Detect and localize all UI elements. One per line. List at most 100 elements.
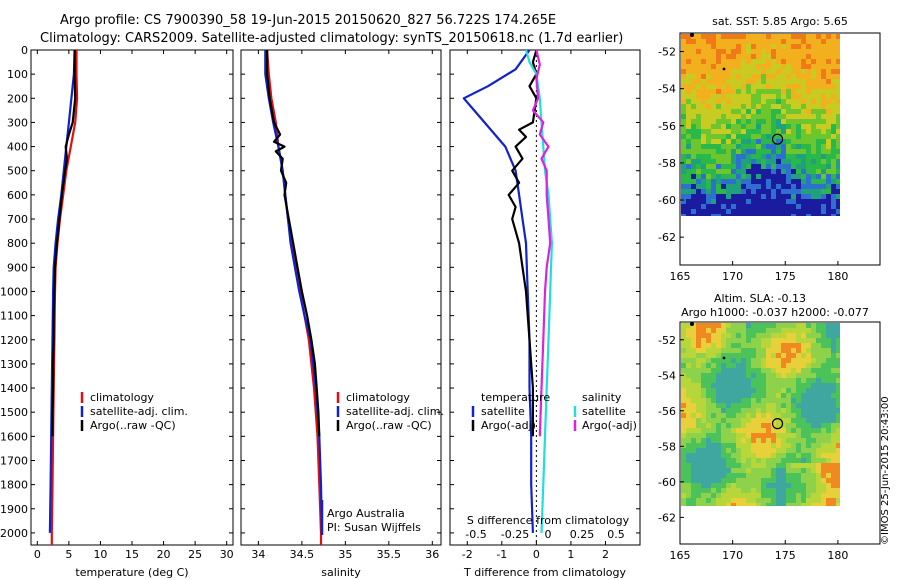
map-cell xyxy=(806,194,811,199)
map-cell xyxy=(831,438,836,443)
map-cell xyxy=(761,438,766,443)
map-cell xyxy=(811,99,816,104)
map-cell xyxy=(811,368,816,373)
map-cell xyxy=(741,154,746,159)
map-cell xyxy=(761,199,766,204)
map-cell xyxy=(701,124,706,129)
map-cell xyxy=(826,498,831,503)
map-cell xyxy=(706,328,711,333)
map-cell xyxy=(761,54,766,59)
map-cell xyxy=(686,119,691,124)
map-cell xyxy=(681,89,686,94)
map-cell xyxy=(691,109,696,114)
map-cell xyxy=(706,134,711,139)
map-cell xyxy=(701,503,706,506)
map-cell xyxy=(801,94,806,99)
map-cell xyxy=(751,44,756,49)
map-cell xyxy=(801,398,806,403)
map-cell xyxy=(836,483,840,488)
map-cell xyxy=(706,214,711,216)
map-cell xyxy=(706,179,711,184)
map-cell xyxy=(726,423,731,428)
map-cell xyxy=(711,169,716,174)
map-cell xyxy=(751,323,756,328)
map-cell xyxy=(836,44,840,49)
map-cell xyxy=(801,458,806,463)
map-cell xyxy=(691,69,696,74)
map-cell xyxy=(751,169,756,174)
map-cell xyxy=(711,428,716,433)
map-cell xyxy=(771,503,776,506)
map-cell xyxy=(761,169,766,174)
map-cell xyxy=(711,333,716,338)
map-cell xyxy=(816,114,821,119)
map-cell xyxy=(801,79,806,84)
map-cell xyxy=(766,114,771,119)
map-cell xyxy=(766,79,771,84)
map-cell xyxy=(816,408,821,413)
map-cell xyxy=(826,363,831,368)
map-cell xyxy=(766,194,771,199)
map-cell xyxy=(826,144,831,149)
map-cell xyxy=(801,358,806,363)
map-cell xyxy=(801,403,806,408)
map-cell xyxy=(681,398,686,403)
map-cell xyxy=(741,124,746,129)
map-cell xyxy=(746,438,751,443)
map-cell xyxy=(696,368,701,373)
map-cell xyxy=(731,478,736,483)
map-cell xyxy=(686,493,691,498)
map-cell xyxy=(746,119,751,124)
map-cell xyxy=(741,189,746,194)
map-cell xyxy=(766,129,771,134)
map-cell xyxy=(696,144,701,149)
map-cell xyxy=(836,204,840,209)
map-cell xyxy=(686,114,691,119)
map-cell xyxy=(781,54,786,59)
map-cell xyxy=(731,363,736,368)
map-cell xyxy=(791,348,796,353)
map-cell xyxy=(751,503,756,506)
map-cell xyxy=(776,144,781,149)
map-cell xyxy=(826,164,831,169)
map-cell xyxy=(791,363,796,368)
legend-t-label: temperature xyxy=(481,391,550,404)
map-cell xyxy=(711,408,716,413)
map-cell xyxy=(706,398,711,403)
map-cell xyxy=(796,84,801,89)
map-cell xyxy=(781,483,786,488)
map-cell xyxy=(696,109,701,114)
map-cell xyxy=(681,323,686,328)
map-y-tick-label: -52 xyxy=(658,334,676,347)
map-cell xyxy=(781,488,786,493)
map-cell xyxy=(736,398,741,403)
map-cell xyxy=(686,164,691,169)
map-cell xyxy=(696,378,701,383)
map-cell xyxy=(731,109,736,114)
y-tick-label: 1400 xyxy=(0,382,28,395)
map-cell xyxy=(711,393,716,398)
map-cell xyxy=(701,388,706,393)
map-cell xyxy=(796,468,801,473)
map-cell xyxy=(731,44,736,49)
map-cell xyxy=(776,34,781,39)
map-cell xyxy=(771,478,776,483)
map-cell xyxy=(836,353,840,358)
map-cell xyxy=(816,353,821,358)
map-cell xyxy=(781,333,786,338)
map-cell xyxy=(811,184,816,189)
map-cell xyxy=(821,443,826,448)
map-cell xyxy=(696,84,701,89)
map-cell xyxy=(741,44,746,49)
map-cell xyxy=(836,189,840,194)
map-cell xyxy=(766,214,771,216)
map-cell xyxy=(726,383,731,388)
map-cell xyxy=(726,343,731,348)
map-cell xyxy=(686,74,691,79)
map-cell xyxy=(801,114,806,119)
map-cell xyxy=(756,214,761,216)
map-cell xyxy=(806,199,811,204)
map-cell xyxy=(701,328,706,333)
map-cell xyxy=(701,89,706,94)
map-cell xyxy=(741,144,746,149)
